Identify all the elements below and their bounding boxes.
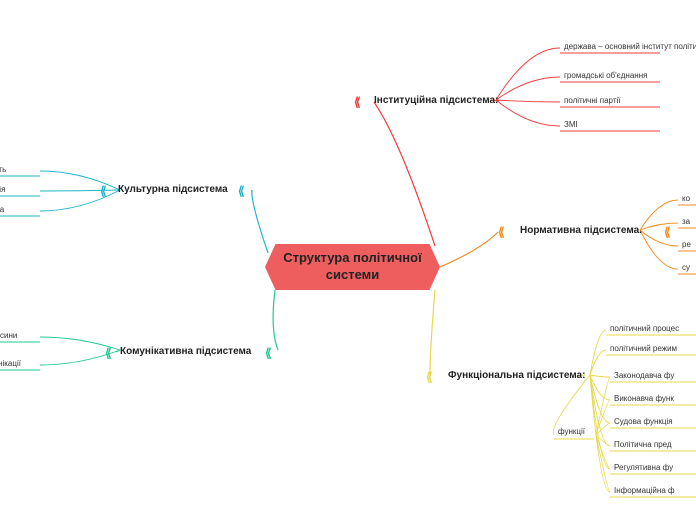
- leaf-institutional: громадські об'єднання: [564, 71, 647, 80]
- branch-functional: Функціональна підсистема:: [448, 370, 585, 381]
- branch-normative: Нормативна підсистема.: [520, 225, 642, 236]
- central-node: Структура політичної системи: [265, 244, 440, 290]
- leaf-functional: політичний процес: [610, 324, 679, 333]
- central-label: Структура політичної системи: [265, 250, 440, 284]
- leaf-cultural: культура: [0, 205, 4, 214]
- leaf-functional: Законодавча фу: [614, 371, 674, 380]
- leaf-institutional: ЗМІ: [564, 120, 578, 129]
- leaf-cultural: ідеологія: [0, 185, 5, 194]
- leaf-cultural: відомість: [0, 165, 6, 174]
- leaf-functional: Регулятивна фу: [614, 463, 673, 472]
- leaf-communicative: ні комунікації: [0, 359, 21, 368]
- chevron-icon: ⟪: [354, 95, 359, 109]
- leaf-normative: ко: [682, 194, 690, 203]
- chevron-icon: ⟪: [105, 346, 110, 360]
- leaf-functional: політичний режим: [610, 344, 677, 353]
- chevron-icon: ⟪: [100, 184, 105, 198]
- chevron-icon: ⟪: [426, 370, 431, 384]
- sub-functional: функції: [558, 427, 585, 436]
- leaf-functional: Політична пред: [614, 440, 672, 449]
- leaf-normative: ре: [682, 240, 691, 249]
- leaf-institutional: політичні партії: [564, 96, 621, 105]
- chevron-icon: ⟪: [498, 225, 503, 239]
- branch-communicative: Комунікативна підсистема: [120, 346, 251, 357]
- leaf-institutional: держава – основний інститут політичної с…: [564, 42, 696, 51]
- leaf-communicative: ні відносини: [0, 331, 17, 340]
- chevron-icon: ⟪: [265, 346, 270, 360]
- leaf-functional: Виконавча функ: [614, 394, 674, 403]
- leaf-normative: су: [682, 263, 690, 272]
- chevron-icon: ⟪: [238, 184, 243, 198]
- leaf-functional: Інформаційна ф: [614, 486, 675, 495]
- leaf-functional: Судова функція: [614, 417, 673, 426]
- branch-cultural: Культурна підсистема: [118, 184, 228, 195]
- chevron-icon: ⟪: [664, 225, 669, 239]
- leaf-normative: за: [682, 217, 690, 226]
- branch-institutional: Інституційна підсистема:: [374, 95, 498, 106]
